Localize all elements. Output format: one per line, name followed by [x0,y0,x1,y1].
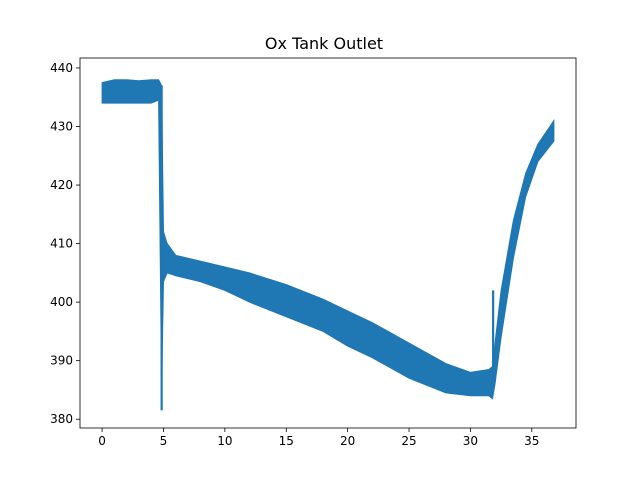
y-tick-label: 430 [50,119,73,133]
y-tick-label: 380 [50,412,73,426]
x-tick-label: 35 [524,434,539,448]
y-axis: 380 390 400 410 420 430 440 [50,61,80,426]
chart-title: Ox Tank Outlet [265,34,383,53]
plot-frame [79,57,577,429]
x-tick-label: 25 [401,434,416,448]
y-tick-label: 440 [50,61,73,75]
series-line-band [101,79,555,400]
x-tick-label: 0 [98,434,106,448]
y-tick-label: 420 [50,178,73,192]
x-axis: 0 5 10 15 20 25 30 35 [98,428,539,448]
series-layer [101,79,555,411]
y-tick-label: 410 [50,237,73,251]
x-tick-label: 5 [160,434,168,448]
x-tick-label: 10 [217,434,232,448]
x-tick-label: 30 [463,434,478,448]
y-tick-label: 400 [50,295,73,309]
y-tick-label: 390 [50,354,73,368]
x-tick-label: 15 [279,434,294,448]
x-tick-label: 20 [340,434,355,448]
